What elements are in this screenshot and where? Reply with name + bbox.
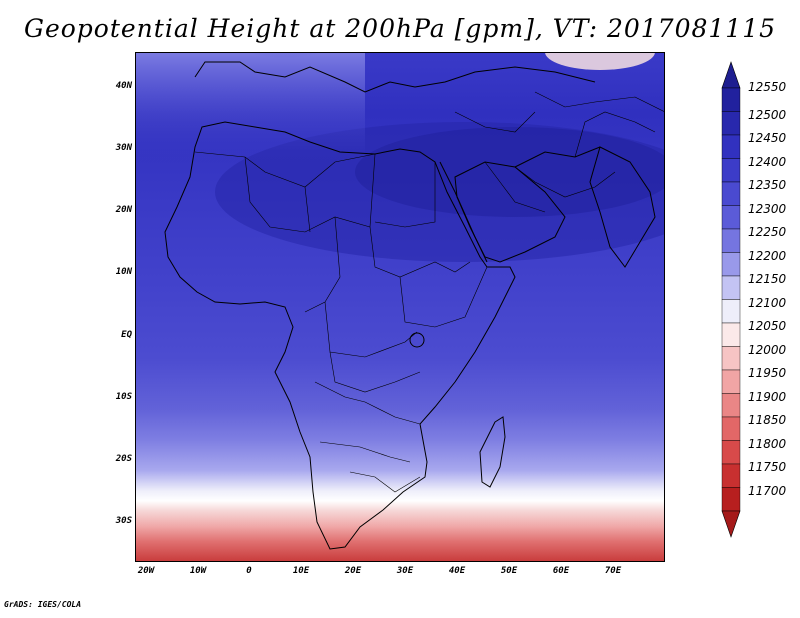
lat-label-20s: 20S bbox=[115, 454, 132, 464]
colorbar-label-12350: 12350 bbox=[748, 178, 787, 192]
colorbar-segment-12350 bbox=[721, 181, 741, 206]
colorbar-label-12250: 12250 bbox=[748, 225, 787, 239]
med-warm-spot bbox=[225, 52, 345, 84]
colorbar-segment-11800 bbox=[721, 440, 741, 465]
lon-label-70e: 70E bbox=[604, 566, 622, 576]
map-title: Geopotential Height at 200hPa [gpm], VT:… bbox=[23, 14, 777, 43]
colorbar-segment-11750 bbox=[721, 463, 741, 488]
borders bbox=[194, 91, 665, 493]
lat-label-eq: EQ bbox=[121, 330, 132, 340]
footer-credit: GrADS: IGES/COLA bbox=[4, 600, 82, 609]
colorbar-label-11900: 11900 bbox=[748, 390, 787, 404]
colorbar-segment-11900 bbox=[721, 393, 741, 418]
colorbar-label-12200: 12200 bbox=[748, 249, 787, 263]
lon-label-50e: 50E bbox=[500, 566, 518, 576]
colorbar-label-11750: 11750 bbox=[748, 460, 787, 474]
lon-label-40e: 40E bbox=[448, 566, 466, 576]
colorbar bbox=[721, 61, 741, 538]
lat-label-20n: 20N bbox=[115, 205, 132, 215]
colorbar-arrow-bottom bbox=[721, 510, 741, 538]
iran-coast bbox=[514, 146, 601, 168]
lat-label-30n: 30N bbox=[115, 143, 132, 153]
colorbar-label-11700: 11700 bbox=[748, 484, 787, 498]
colorbar-label-12050: 12050 bbox=[748, 319, 787, 333]
lat-label-30s: 30S bbox=[115, 516, 132, 526]
lon-label-30e: 30E bbox=[396, 566, 414, 576]
colorbar-label-12000: 12000 bbox=[748, 343, 787, 357]
geopotential-map bbox=[135, 52, 665, 562]
colorbar-label-12450: 12450 bbox=[748, 131, 787, 145]
map-frame bbox=[135, 52, 665, 562]
madagascar bbox=[479, 416, 506, 488]
colorbar-label-12300: 12300 bbox=[748, 202, 787, 216]
colorbar-segment-11950 bbox=[721, 369, 741, 394]
colorbar-label-12150: 12150 bbox=[748, 272, 787, 286]
colorbar-label-11800: 11800 bbox=[748, 437, 787, 451]
colorbar-segment-12500 bbox=[721, 111, 741, 136]
red-sea bbox=[439, 161, 488, 263]
lon-label-10e: 10E bbox=[292, 566, 310, 576]
colorbar-label-12400: 12400 bbox=[748, 155, 787, 169]
lat-label-10s: 10S bbox=[115, 392, 132, 402]
colorbar-segment-12450 bbox=[721, 134, 741, 159]
colorbar-label-11850: 11850 bbox=[748, 413, 787, 427]
europe bbox=[194, 61, 596, 93]
colorbar-segment-12000 bbox=[721, 346, 741, 371]
lake-victoria bbox=[409, 332, 425, 348]
colorbar-label-12100: 12100 bbox=[748, 296, 787, 310]
colorbar-segment-12300 bbox=[721, 205, 741, 230]
colorbar-segment-12100 bbox=[721, 299, 741, 324]
lon-label-60e: 60E bbox=[552, 566, 570, 576]
india bbox=[589, 146, 656, 268]
lon-label-0: 0 bbox=[246, 566, 252, 576]
lon-label-10w: 10W bbox=[189, 566, 207, 576]
colorbar-segment-12550 bbox=[721, 87, 741, 112]
colorbar-segment-12200 bbox=[721, 252, 741, 277]
colorbar-segment-11850 bbox=[721, 416, 741, 441]
colorbar-segment-11700 bbox=[721, 487, 741, 512]
colorbar-segment-12150 bbox=[721, 275, 741, 300]
colorbar-segment-12050 bbox=[721, 322, 741, 347]
anticyclone-core-inner bbox=[355, 127, 665, 217]
colorbar-arrow-top bbox=[721, 61, 741, 89]
africa-coastline bbox=[164, 121, 516, 550]
lon-label-20e: 20E bbox=[344, 566, 362, 576]
colorbar-label-12550: 12550 bbox=[748, 80, 787, 94]
lat-label-40n: 40N bbox=[115, 81, 132, 91]
coastlines bbox=[164, 61, 656, 550]
northeast-warm-spot bbox=[545, 52, 655, 70]
lat-label-10n: 10N bbox=[115, 267, 132, 277]
colorbar-label-11950: 11950 bbox=[748, 366, 787, 380]
colorbar-label-12500: 12500 bbox=[748, 108, 787, 122]
colorbar-segment-12400 bbox=[721, 158, 741, 183]
colorbar-segment-12250 bbox=[721, 228, 741, 253]
lon-label-20w: 20W bbox=[137, 566, 155, 576]
